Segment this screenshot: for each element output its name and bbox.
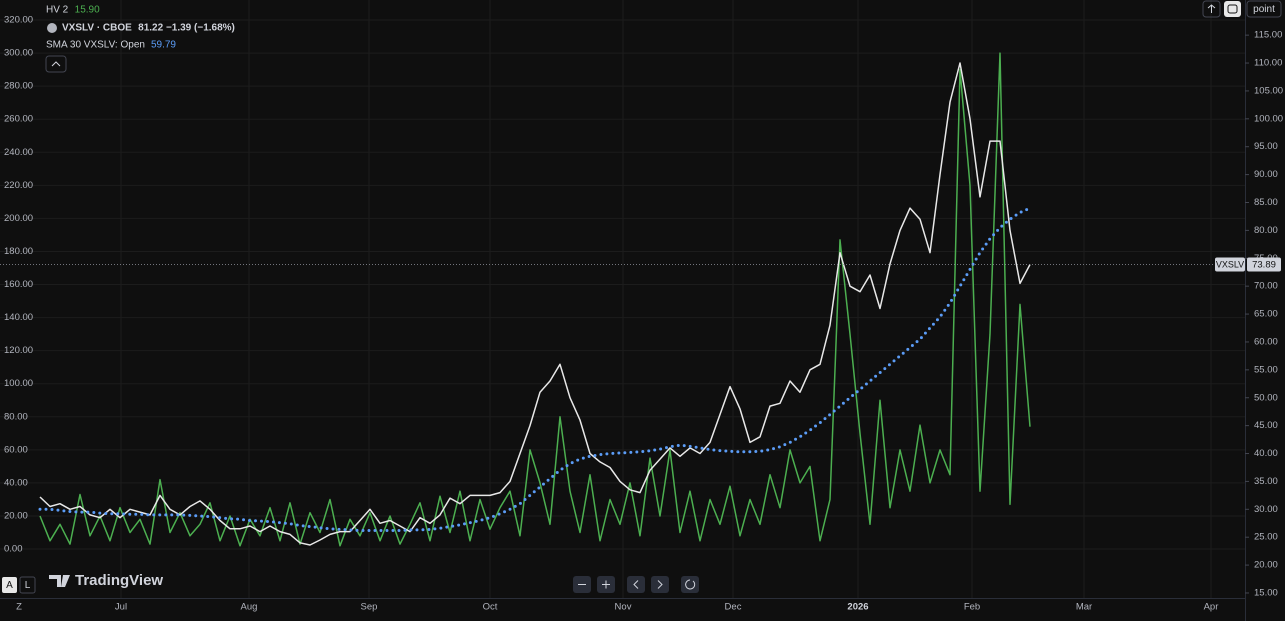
y2-tick-label: 85.00 [1254, 197, 1278, 208]
series-tag-label: VXSLV [1216, 259, 1244, 269]
reset-button[interactable] [681, 576, 699, 593]
legend-value: 59.79 [151, 40, 176, 51]
price-tag [1247, 257, 1281, 272]
auto-label: A [6, 580, 13, 591]
y2-tick-label: 25.00 [1254, 532, 1278, 543]
scroll-right-button[interactable] [651, 576, 669, 593]
x-tick-label: Jul [115, 602, 127, 613]
y2-tick-label: 95.00 [1254, 141, 1278, 152]
x-tick-label: Aug [241, 602, 258, 613]
axes: Jul Aug Sep Oct Nov Dec 2026 Feb Mar Apr 0.00 20.00… [4, 15, 1283, 613]
price-line [39, 52, 1031, 547]
price-tag-label: 73.89 [1252, 259, 1276, 270]
series-tag [1215, 257, 1245, 272]
x-tick-label: Sep [361, 602, 378, 613]
x-tick-label: Feb [964, 602, 980, 613]
scroll-left-button[interactable] [627, 576, 645, 593]
icon [602, 580, 610, 589]
y2-tick-label: 90.00 [1254, 169, 1278, 180]
icon [633, 580, 639, 589]
button[interactable] [1224, 1, 1241, 17]
y-tick-label: 140.00 [4, 312, 33, 323]
y2-tick-label: 15.00 [1254, 587, 1278, 598]
y-tick-label: 0.00 [4, 544, 23, 555]
button[interactable] [1202, 0, 1221, 18]
y-tick-label: 80.00 [4, 411, 28, 422]
y2-tick-label: 30.00 [1254, 504, 1278, 515]
legend-label: HV 2 [46, 5, 69, 16]
plot [0, 52, 1245, 547]
log-button[interactable] [19, 576, 36, 594]
y2-tick-label: 35.00 [1254, 476, 1278, 487]
icon [685, 579, 696, 590]
mode-label: point [1253, 4, 1275, 15]
y-tick-label: 220.00 [4, 180, 33, 191]
y-tick-label: 300.00 [4, 48, 33, 59]
legend-label: VXSLV · CBOE [62, 23, 132, 34]
y-tick-label: 320.00 [4, 15, 33, 26]
x-tick-label: Oct [483, 602, 498, 613]
y-tick-label: 40.00 [4, 477, 28, 488]
y2-tick-label: 110.00 [1254, 58, 1282, 69]
icon [657, 580, 663, 589]
y-tick-label: 20.00 [4, 511, 28, 522]
y-tick-label: 60.00 [4, 444, 28, 455]
y2-tick-label: 40.00 [1254, 448, 1278, 459]
y2-tick-label: 65.00 [1254, 309, 1278, 320]
y-tick-label: 100.00 [4, 378, 33, 389]
legend-value: 81.22 −1.39 (−1.68%) [138, 23, 235, 34]
y-tick-label: 120.00 [4, 345, 33, 356]
y2-tick-label: 70.00 [1254, 281, 1278, 292]
collapse-button[interactable] [45, 55, 67, 73]
y2-tick-label: 60.00 [1254, 336, 1278, 347]
y-tick-label: 280.00 [4, 81, 33, 92]
y-tick-label: 160.00 [4, 279, 33, 290]
nav-buttons [573, 576, 699, 593]
legend-label: SMA 30 VXSLV: Open [46, 40, 145, 51]
x-tick-label: 2026 [847, 602, 868, 613]
y-tick-label: 180.00 [4, 246, 33, 257]
auto-button[interactable] [2, 577, 17, 593]
y2-tick-label: 105.00 [1254, 85, 1283, 96]
legend-value: 15.90 [75, 5, 100, 16]
timezone-label: Z [16, 602, 22, 613]
x-tick-label: Nov [615, 602, 632, 613]
y-tick-label: 240.00 [4, 147, 33, 158]
legend: HV 2 15.90 VXSLV · CBOE 81.22 −1.39 (−1.… [45, 5, 235, 73]
watermark: TradingView [75, 572, 163, 589]
logo-icon [49, 575, 70, 587]
y2-tick-label: 20.00 [1254, 560, 1278, 571]
log-label: L [25, 580, 31, 591]
collapse-icon [51, 61, 61, 67]
x-tick-label: Mar [1076, 602, 1092, 613]
y-tick-label: 260.00 [4, 114, 33, 125]
x-tick-label: Apr [1204, 602, 1219, 613]
icon [1207, 4, 1216, 13]
y2-tick-label: 80.00 [1254, 225, 1278, 236]
sma-line [38, 206, 1032, 532]
symbol-icon [47, 23, 57, 33]
x-tick-label: Dec [725, 602, 742, 613]
y2-tick-label: 45.00 [1254, 420, 1278, 431]
y-tick-label: 200.00 [4, 213, 33, 224]
y2-tick-label: 100.00 [1254, 113, 1283, 124]
price-line [39, 62, 1031, 546]
y2-tick-label: 55.00 [1254, 364, 1278, 375]
y2-tick-label: 115.00 [1254, 30, 1282, 41]
icon [1227, 4, 1238, 14]
y2-tick-label: 50.00 [1254, 392, 1278, 403]
mode-button[interactable] [1246, 0, 1282, 18]
